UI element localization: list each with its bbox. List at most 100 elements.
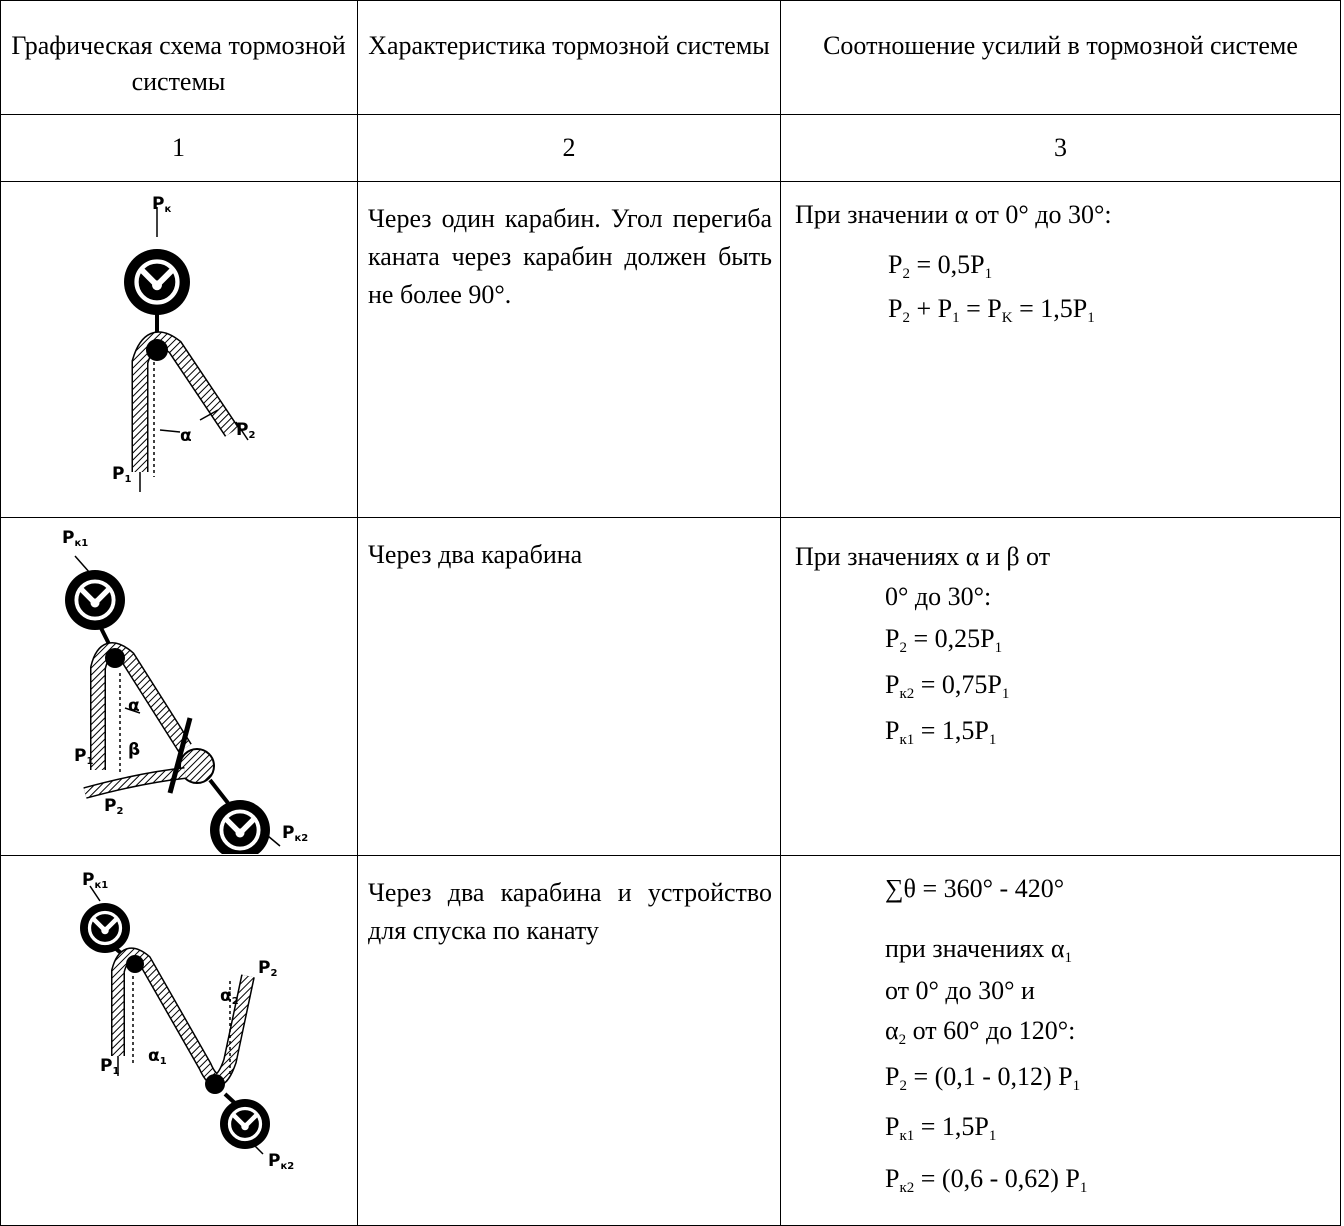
formula-part: При значениях α и β от — [795, 542, 1051, 571]
formula-line: α2 от 60° до 120°: — [885, 1016, 1075, 1049]
diagram-label: P1 — [74, 746, 93, 767]
formula-part: α — [885, 1016, 899, 1045]
diagram-shape — [227, 1106, 263, 1142]
formula-part: от 60° до 120°: — [906, 1016, 1076, 1045]
formula-part: = 0,75P — [914, 670, 1002, 699]
diagram-label: Pк1 — [82, 870, 108, 891]
diagram-shape — [101, 926, 109, 935]
diagram-shape — [126, 955, 144, 973]
diagram-label-part: P — [268, 1151, 281, 1171]
formula-part: K — [1001, 310, 1013, 326]
formula-part: = 1,5P — [1012, 294, 1088, 323]
formula-part: = (0,1 - 0,12) P — [906, 1062, 1073, 1091]
formula-line: P2 + P1 = PK = 1,5P1 — [888, 294, 1095, 327]
diagram-label-part: P — [112, 464, 125, 484]
formula-part: 2 — [899, 640, 907, 656]
diagram-label-part: β — [128, 740, 141, 760]
diagram-label-part: α — [148, 1046, 160, 1066]
diagram-label-part: P — [258, 958, 271, 978]
diagram-shape — [208, 778, 230, 805]
formula-line: Pк1 = 1,5P1 — [885, 1112, 996, 1145]
formula-line: от 0° до 30° и — [885, 976, 1035, 1006]
diagram-shape — [124, 707, 141, 714]
diagram-label: P2 — [258, 958, 277, 979]
diagram-label-part: α — [180, 426, 192, 446]
diagram-cell: Pк P1 P2 α — [0, 182, 358, 518]
formula-line: ∑θ = 360° - 420° — [885, 874, 1064, 904]
formula-part: P — [885, 716, 900, 745]
diagram-shape — [91, 643, 191, 770]
formula-part: При значении α от 0° до 30°: — [795, 200, 1112, 229]
diagram-shape — [152, 280, 162, 291]
formula-part: от 0° до 30° и — [885, 976, 1035, 1005]
diagram-shape — [219, 809, 261, 851]
diagram — [80, 885, 270, 1155]
diagram-shape — [90, 598, 100, 608]
diagram-label-part: P — [282, 823, 295, 843]
diagram-shape — [134, 259, 180, 305]
formula-line: При значении α от 0° до 30°: — [795, 200, 1112, 230]
diagram-label-part: к1 — [94, 880, 109, 891]
formula-part: = 1,5P — [914, 716, 989, 745]
diagram-shape — [199, 409, 219, 421]
formula-part: 2 — [899, 1078, 907, 1094]
formula-part: к2 — [899, 1180, 915, 1196]
diagram-label-part: 2 — [231, 996, 239, 1007]
formula-part: P — [885, 1164, 900, 1193]
formula-part: P — [885, 624, 900, 653]
diagram-label-part: 1 — [159, 1056, 167, 1067]
formula-part: 2 — [902, 310, 910, 326]
diagram-shape — [179, 748, 215, 784]
diagram-label-part: 1 — [86, 756, 94, 767]
formula-part: к1 — [899, 732, 915, 748]
formula-part: 1 — [988, 1128, 997, 1144]
formula-part: 2 — [902, 266, 910, 282]
diagram-label-part: 1 — [112, 1066, 120, 1077]
diagram-label: β — [128, 740, 140, 760]
formula-part: + P — [909, 294, 953, 323]
formula-part: 1 — [984, 266, 993, 282]
diagram-shape — [205, 1074, 225, 1094]
formula-part: к2 — [899, 686, 915, 702]
diagram-label-part: P — [74, 746, 87, 766]
diagram-label: α — [180, 426, 192, 446]
diagram-label-part: к1 — [74, 538, 89, 549]
diagram — [65, 555, 281, 854]
header-cell: Соотношение усилий в тормозной системе — [781, 0, 1341, 115]
diagram-label-part: 2 — [116, 806, 124, 817]
formula-part: P — [885, 1062, 900, 1091]
formula-line: Pк2 = 0,75P1 — [885, 670, 1009, 703]
diagram-label-part: 2 — [248, 430, 256, 441]
diagram-label: P1 — [112, 464, 131, 485]
formula-part: ∑θ = 360° - 420° — [885, 874, 1065, 903]
diagram-label: α1 — [148, 1046, 167, 1067]
diagram-label-part: α — [220, 986, 232, 1006]
diagram-shape — [159, 429, 181, 433]
diagram-label: Pк2 — [268, 1151, 294, 1172]
diagram-shape — [105, 648, 125, 668]
formula-part: = (0,6 - 0,62) P — [914, 1164, 1080, 1193]
formula-part: 1 — [994, 640, 1003, 656]
formula-part: = 0,5P — [909, 250, 985, 279]
description-cell: Через два карабина — [358, 518, 781, 856]
diagram-cell: Pк1 P1 α1 α2 P2 Pк2 — [0, 856, 358, 1226]
diagram-shape — [241, 1122, 249, 1131]
formula-line: Pк2 = (0,6 - 0,62) P1 — [885, 1164, 1087, 1197]
formula-part: 0° до 30°: — [885, 582, 992, 611]
diagram-label: α — [128, 696, 140, 716]
formula-part: 1 — [1001, 686, 1010, 702]
diagram-label-part: к2 — [280, 1161, 295, 1172]
diagram-label: P1 — [100, 1056, 119, 1077]
formula-line: 0° до 30°: — [885, 582, 991, 612]
diagram-label-part: α — [128, 696, 140, 716]
diagram-label: Pк1 — [62, 528, 88, 549]
number-cell: 1 — [0, 115, 358, 182]
formula-part: P — [885, 1112, 900, 1141]
number-cell: 3 — [781, 115, 1341, 182]
diagram-shape — [146, 339, 168, 361]
formula-part: 1 — [988, 732, 997, 748]
description-cell: Через два карабина и устройство для спус… — [358, 856, 781, 1226]
formula-part: = 1,5P — [914, 1112, 989, 1141]
formula-line: Pк1 = 1,5P1 — [885, 716, 996, 749]
